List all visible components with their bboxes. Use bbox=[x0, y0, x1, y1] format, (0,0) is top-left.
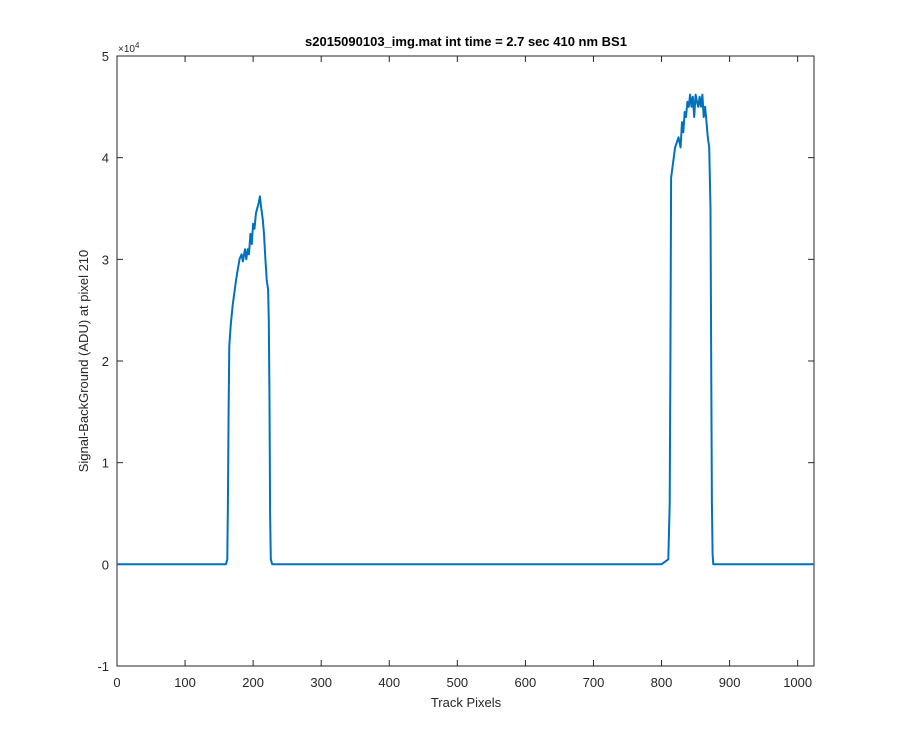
x-tick-label: 0 bbox=[113, 675, 120, 690]
x-tick-label: 200 bbox=[242, 675, 264, 690]
x-tick-label: 100 bbox=[174, 675, 196, 690]
x-tick-label: 300 bbox=[310, 675, 332, 690]
x-tick-label: 500 bbox=[446, 675, 468, 690]
x-tick-label: 900 bbox=[719, 675, 741, 690]
y-tick-label: -1 bbox=[97, 659, 109, 674]
x-tick-label: 800 bbox=[651, 675, 673, 690]
y-axis-ticks: -1 0 1 2 3 4 5 bbox=[97, 49, 814, 674]
y-tick-label: 3 bbox=[102, 252, 109, 267]
y-axis-label: Signal-BackGround (ADU) at pixel 210 bbox=[76, 250, 91, 473]
y-exponent-power: 4 bbox=[135, 41, 140, 50]
y-axis-exponent-label: ×104 bbox=[118, 41, 140, 55]
x-tick-label: 1000 bbox=[783, 675, 812, 690]
y-tick-label: 5 bbox=[102, 49, 109, 64]
x-axis-label: Track Pixels bbox=[431, 695, 502, 710]
y-exponent-base: ×10 bbox=[118, 44, 135, 55]
y-tick-label: 1 bbox=[102, 456, 109, 471]
x-tick-label: 400 bbox=[378, 675, 400, 690]
y-tick-label: 0 bbox=[102, 557, 109, 572]
y-tick-label: 4 bbox=[102, 151, 109, 166]
series-line bbox=[117, 93, 814, 566]
x-tick-label: 700 bbox=[583, 675, 605, 690]
x-tick-label: 600 bbox=[515, 675, 537, 690]
chart-title: s2015090103_img.mat int time = 2.7 sec 4… bbox=[305, 34, 627, 49]
x-axis-ticks: 0 100 200 300 400 500 600 700 800 900 1000 bbox=[113, 56, 812, 690]
y-tick-label: 2 bbox=[102, 354, 109, 369]
